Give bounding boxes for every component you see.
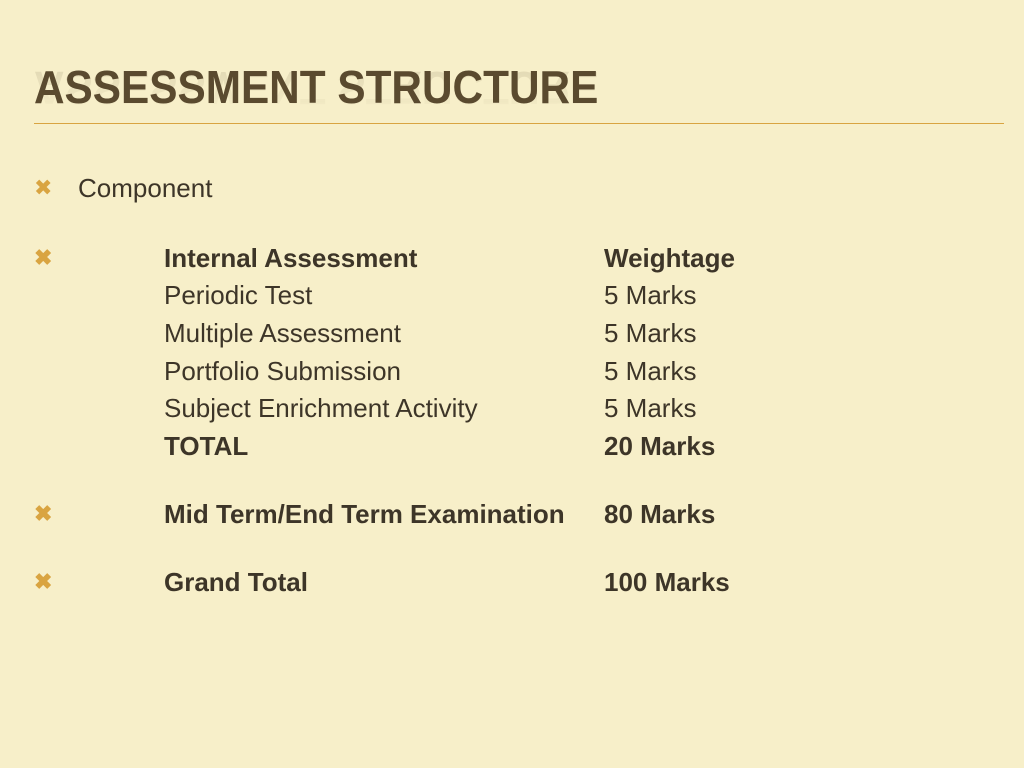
item-label: Portfolio Submission bbox=[164, 353, 604, 391]
item-row: Multiple Assessment 5 Marks bbox=[34, 315, 984, 353]
header-left: Internal Assessment bbox=[164, 240, 604, 278]
exam-value: 80 Marks bbox=[604, 496, 764, 534]
item-row: Periodic Test 5 Marks bbox=[34, 277, 984, 315]
subtotal-value: 20 Marks bbox=[604, 428, 764, 466]
title-underline bbox=[34, 123, 1004, 124]
subtotal-label: TOTAL bbox=[164, 428, 604, 466]
exam-label: Mid Term/End Term Examination bbox=[164, 496, 604, 534]
exam-row: ✖ Mid Term/End Term Examination 80 Marks bbox=[34, 496, 984, 534]
header-right: Weightage bbox=[604, 240, 764, 278]
grand-row: ✖ Grand Total 100 Marks bbox=[34, 564, 984, 602]
headers-row: ✖ Internal Assessment Weightage bbox=[34, 240, 984, 278]
item-value: 5 Marks bbox=[604, 353, 764, 391]
star-bullet-icon: ✖ bbox=[34, 564, 78, 598]
item-row: Portfolio Submission 5 Marks bbox=[34, 353, 984, 391]
star-bullet-icon: ✖ bbox=[34, 240, 78, 274]
grand-label: Grand Total bbox=[164, 564, 604, 602]
star-bullet-icon: ✖ bbox=[34, 170, 78, 204]
item-label: Multiple Assessment bbox=[164, 315, 604, 353]
star-bullet-icon: ✖ bbox=[34, 496, 78, 530]
slide-title-reflection: ASSESSMENT STRUCTURE bbox=[34, 61, 598, 115]
item-value: 5 Marks bbox=[604, 277, 764, 315]
item-label: Periodic Test bbox=[164, 277, 604, 315]
component-row: ✖ Component bbox=[34, 170, 984, 208]
item-value: 5 Marks bbox=[604, 315, 764, 353]
slide-title-block: ASSESSMENT STRUCTURE ASSESSMENT STRUCTUR… bbox=[34, 60, 1004, 114]
subtotal-row: TOTAL 20 Marks bbox=[34, 428, 984, 466]
item-row: Subject Enrichment Activity 5 Marks bbox=[34, 390, 984, 428]
grand-value: 100 Marks bbox=[604, 564, 764, 602]
item-label: Subject Enrichment Activity bbox=[164, 390, 604, 428]
component-label: Component bbox=[78, 170, 212, 208]
item-value: 5 Marks bbox=[604, 390, 764, 428]
slide-body: ✖ Component ✖ Internal Assessment Weight… bbox=[34, 170, 984, 601]
